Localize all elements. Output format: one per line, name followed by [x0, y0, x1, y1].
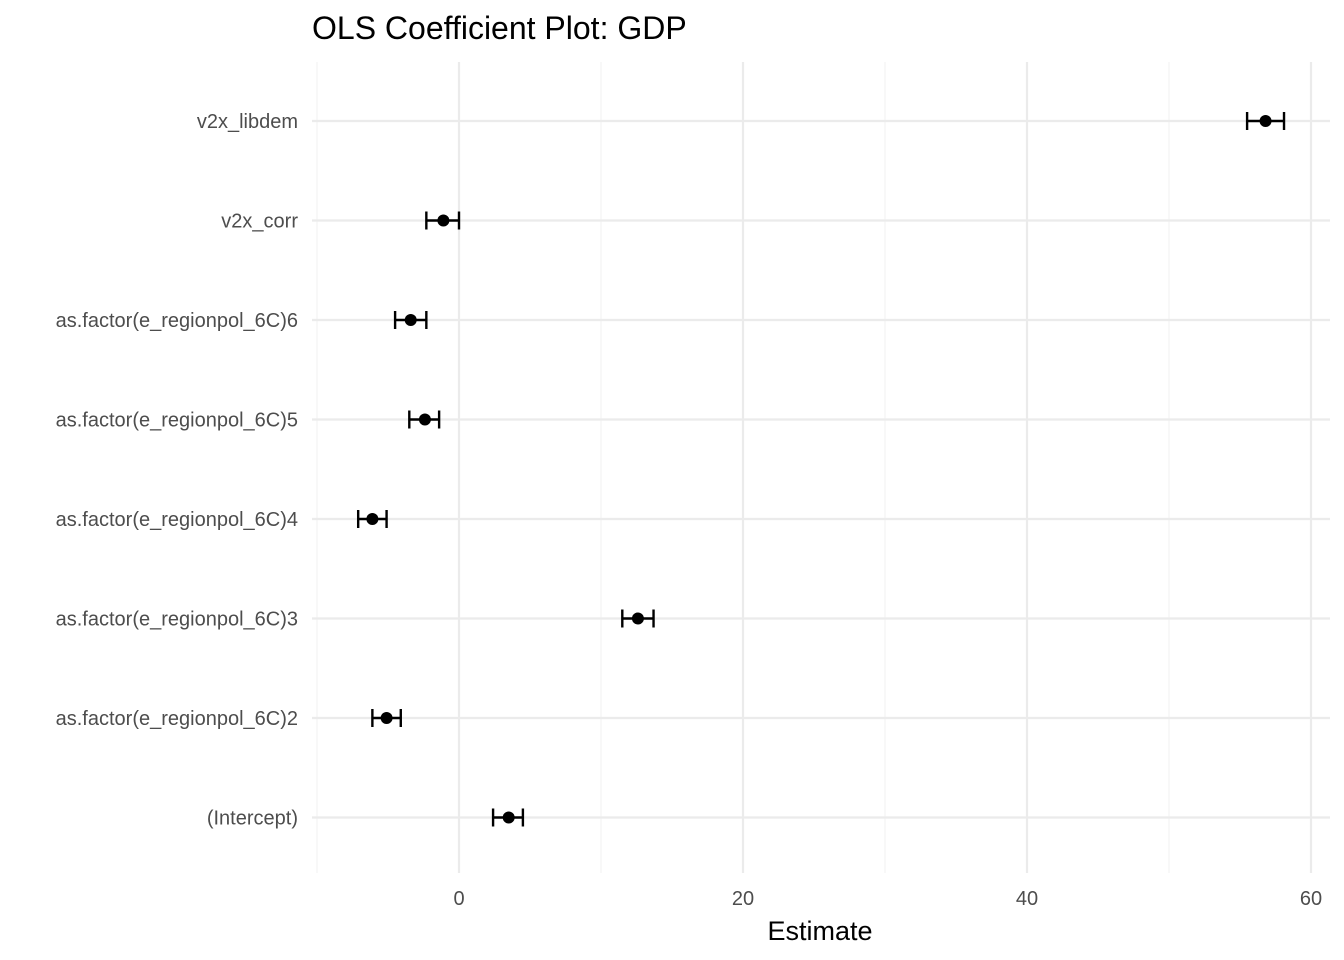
y-tick-label: as.factor(e_regionpol_6C)2 [56, 708, 298, 730]
x-axis-labels: 0 20 40 60 [453, 888, 1322, 910]
y-tick-label: (Intercept) [207, 808, 298, 830]
x-tick-label: 60 [1300, 888, 1322, 910]
estimate-points [366, 115, 1272, 824]
chart-title: OLS Coefficient Plot: GDP [312, 10, 687, 46]
y-axis-labels: (Intercept) as.factor(e_regionpol_6C)2 as.… [56, 111, 299, 830]
estimate-point [404, 314, 417, 326]
estimate-point [437, 214, 450, 227]
y-tick-label: as.factor(e_regionpol_6C)3 [56, 609, 298, 631]
estimate-point [418, 413, 431, 426]
x-tick-label: 0 [453, 888, 464, 910]
y-tick-label: v2x_libdem [197, 111, 298, 133]
y-tick-label: as.factor(e_regionpol_6C)6 [56, 310, 298, 332]
estimate-point [366, 513, 379, 525]
estimate-point [502, 811, 515, 824]
estimate-point [1259, 115, 1272, 127]
estimate-point [380, 712, 393, 724]
x-axis-title: Estimate [767, 916, 872, 946]
y-tick-label: as.factor(e_regionpol_6C)4 [56, 509, 298, 531]
x-tick-label: 40 [1016, 888, 1038, 910]
minor-gridlines [316, 62, 1170, 873]
x-tick-label: 20 [732, 888, 754, 910]
estimate-point [631, 612, 644, 625]
y-tick-label: v2x_corr [221, 211, 298, 233]
y-tick-label: as.factor(e_regionpol_6C)5 [56, 410, 298, 432]
error-bars [356, 112, 1286, 827]
major-gridlines [312, 62, 1330, 873]
